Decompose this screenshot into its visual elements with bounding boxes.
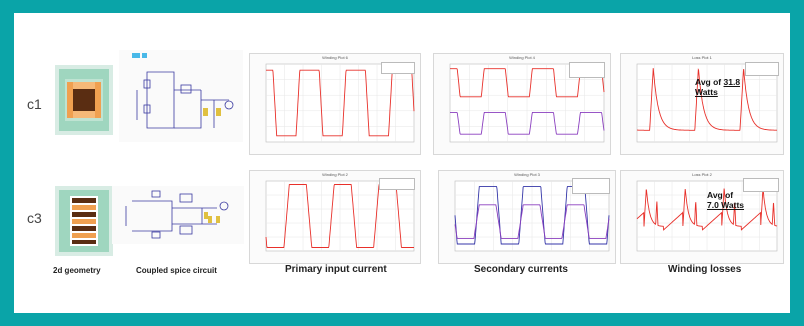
caption-primary-input-current: Primary input current	[285, 264, 387, 275]
avg-unit: Watts	[695, 87, 718, 97]
secondary-current-line-2	[454, 204, 610, 239]
plot-legend	[379, 178, 415, 190]
plot-title: Loss Plot 1	[692, 55, 712, 60]
primary-current-line	[266, 69, 415, 137]
c3-winding-losses-plot: Loss Plot 2	[620, 170, 784, 264]
winding-loss-line	[637, 68, 777, 131]
secondary-current-line-2	[450, 111, 605, 135]
c3-spice-circuit	[112, 186, 244, 244]
plot-title: Winding Plot 3	[514, 172, 540, 177]
c1-primary-current-trace	[265, 63, 415, 143]
plot-legend	[572, 178, 610, 194]
c1-secondary-currents-plot: Winding Plot 4	[433, 53, 611, 155]
c1-primary-current-plot: Winding Plot 6	[249, 53, 421, 155]
plot-title: Winding Plot 6	[322, 55, 348, 60]
row-label-c1: c1	[27, 96, 42, 112]
winding-loss-line	[636, 187, 778, 231]
plot-legend	[745, 62, 779, 76]
avg-prefix: Avg of	[695, 77, 724, 87]
caption-winding-losses: Winding losses	[668, 264, 742, 275]
caption-2d-geometry: 2d geometry	[53, 266, 101, 275]
plot-title: Winding Plot 2	[322, 172, 348, 177]
plot-legend	[569, 62, 605, 78]
avg-value: 7.0 Watts	[707, 200, 745, 210]
c3-average-loss-annotation: Avg of 7.0 Watts	[707, 190, 744, 210]
row-label-c3: c3	[27, 210, 42, 226]
c1-winding-losses-trace	[636, 63, 778, 143]
c3-primary-current-plot: Winding Plot 2	[249, 170, 421, 264]
c1-winding-losses-plot: Loss Plot 1	[620, 53, 784, 155]
plot-title: Loss Plot 2	[692, 172, 712, 177]
plot-legend	[381, 62, 415, 74]
plot-title: Winding Plot 4	[509, 55, 535, 60]
c3-primary-current-trace	[265, 180, 415, 252]
c3-geometry-image	[55, 186, 113, 256]
secondary-current-line-1	[450, 68, 605, 98]
caption-secondary-currents: Secondary currents	[474, 264, 568, 275]
c3-winding-losses-trace	[636, 180, 778, 252]
plot-legend	[743, 178, 779, 192]
caption-coupled-spice-circuit: Coupled spice circuit	[136, 266, 217, 275]
avg-prefix: Avg of	[707, 190, 734, 200]
c3-secondary-currents-plot: Winding Plot 3	[438, 170, 616, 264]
c1-average-loss-annotation: Avg of 31.8 Watts	[695, 77, 740, 97]
c1-spice-circuit	[119, 50, 243, 142]
avg-value: 31.8	[723, 77, 741, 87]
c1-geometry-image	[55, 65, 113, 135]
